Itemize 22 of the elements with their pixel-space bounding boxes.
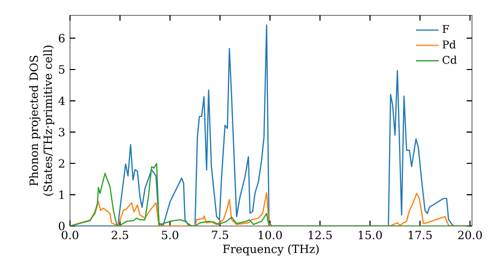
line-series [70,162,471,226]
y-tick-label: 3 [58,128,64,136]
x-tick-label: 7.5 [212,230,228,240]
x-tick-label: 2.5 [112,230,128,240]
x-tick-label: 5.0 [162,230,178,240]
y-tick-label: 1 [59,190,64,199]
x-tick-label: 10.0 [258,230,282,240]
x-tick-label: 20.0 [458,230,482,240]
x-tick-label: 15.0 [358,230,382,240]
y-tick-label: 2 [58,159,64,168]
x-tick-label: 17.5 [408,230,432,240]
y-tick-label: 4 [58,96,65,105]
legend-label: Pd [442,40,456,49]
legend-label: F [442,25,449,33]
x-tick-label: 0.0 [62,230,78,240]
y-tick-label: 6 [58,34,65,42]
x-axis-title: Frequency (THz) [223,244,319,256]
y-tick-label: 5 [59,65,64,74]
x-tick-label: 12.5 [308,230,332,240]
legend-label: Cd [442,56,457,64]
y-axis-title: Phonon projected DOS (States/THz·primitive cell) [29,46,54,196]
y-tick-label: 0 [58,222,65,230]
